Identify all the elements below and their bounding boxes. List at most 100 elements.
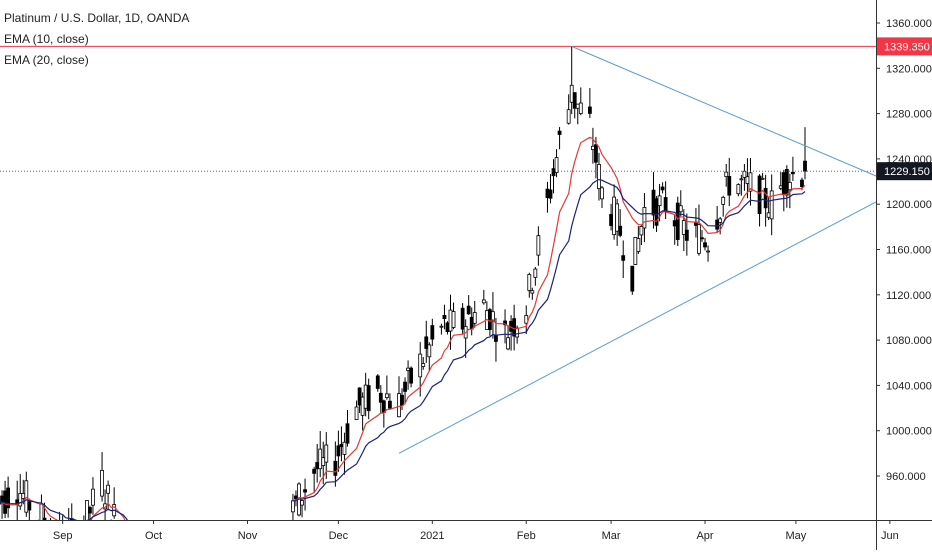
candle-body <box>651 189 656 216</box>
candle <box>612 184 617 240</box>
candle-body <box>742 170 747 178</box>
x-tick-label: Dec <box>329 530 349 542</box>
candle <box>333 441 338 487</box>
candle-body <box>342 441 347 455</box>
candle <box>715 206 720 233</box>
candle-body <box>654 198 659 226</box>
candle-body <box>448 309 453 332</box>
candle <box>445 321 450 335</box>
candle <box>491 292 495 339</box>
candle-body <box>718 218 723 223</box>
candle-body <box>594 144 598 163</box>
candle-body <box>569 84 574 103</box>
candle-body <box>469 316 474 330</box>
candle <box>424 320 429 363</box>
candle-body <box>800 179 804 188</box>
candle-body <box>430 325 435 340</box>
ema-10-line <box>0 136 806 543</box>
candle <box>778 172 783 191</box>
candle-body <box>748 172 753 192</box>
candle-body <box>721 196 726 205</box>
candle-body <box>600 187 604 200</box>
resistance-price-label: 1339.350 <box>877 37 932 56</box>
candle-body <box>381 400 386 413</box>
candle-body <box>672 220 677 227</box>
candle <box>509 315 514 351</box>
candle-body <box>6 487 11 509</box>
candle <box>545 181 550 213</box>
candle <box>375 374 380 392</box>
candle-body <box>739 178 744 181</box>
y-tick-label: 1280.000 <box>886 109 932 121</box>
y-tick-label: 1000.000 <box>886 426 932 438</box>
candle <box>554 149 559 178</box>
candle <box>569 46 574 115</box>
candle-body <box>400 394 404 406</box>
candle <box>0 501 1 505</box>
candle <box>660 182 665 194</box>
candle <box>548 174 553 204</box>
candle-body <box>427 344 432 358</box>
candle <box>460 303 465 335</box>
price-label-bg <box>877 37 932 56</box>
candle-body <box>545 188 550 198</box>
candle-body <box>551 168 556 177</box>
candle-body <box>424 336 429 349</box>
candle-body <box>397 393 401 418</box>
candle-body <box>727 176 732 196</box>
candle-body <box>291 500 295 513</box>
candle-body <box>300 500 304 506</box>
candle-body <box>636 238 641 252</box>
candle <box>439 323 444 335</box>
candle-body <box>642 207 647 229</box>
x-tick-label: Feb <box>517 530 536 542</box>
candle <box>609 203 613 231</box>
candle <box>706 245 710 262</box>
x-tick-label: Oct <box>145 530 162 542</box>
candle-body <box>578 102 583 114</box>
candle-body <box>363 384 368 409</box>
candle-body <box>639 226 644 236</box>
price-label-text: 1229.150 <box>884 166 930 178</box>
candle <box>469 307 474 336</box>
candle <box>24 471 29 517</box>
candle-body <box>24 480 29 513</box>
candle-body <box>21 493 26 499</box>
candle-body <box>630 265 635 292</box>
candle-body <box>784 168 789 196</box>
candle-body <box>724 171 729 177</box>
candle <box>312 466 317 492</box>
candle <box>530 287 535 300</box>
chart-title[interactable]: Platinum / U.S. Dollar, 1D, OANDA <box>4 11 190 25</box>
x-tick-label: Nov <box>238 530 258 542</box>
candle <box>557 127 562 150</box>
candle <box>663 181 668 220</box>
candle-body <box>760 177 765 180</box>
candle-body <box>384 393 389 399</box>
y-tick-label: 1040.000 <box>886 380 932 392</box>
candle-body <box>597 164 601 189</box>
candle-body <box>387 400 392 409</box>
price-label-bg <box>877 162 932 181</box>
candle-body <box>609 214 613 227</box>
x-tick-label: Mar <box>602 530 621 542</box>
chart-legend: Platinum / U.S. Dollar, 1D, OANDA EMA (1… <box>4 8 189 71</box>
candle-body <box>100 469 104 497</box>
candle-body <box>736 184 741 195</box>
candle-body <box>633 236 638 265</box>
y-tick-label: 1120.000 <box>886 290 931 302</box>
ema-10-legend[interactable]: EMA (10, close) <box>4 32 89 46</box>
candle-body <box>481 299 486 304</box>
candle-body <box>615 203 620 232</box>
candle-body <box>612 196 617 236</box>
candle <box>366 378 371 420</box>
y-tick-label: 1320.000 <box>886 63 932 75</box>
x-tick-label: Jun <box>881 530 899 542</box>
candle-body <box>460 307 465 330</box>
candle-body <box>324 444 329 463</box>
candle <box>360 392 365 431</box>
candle <box>597 152 601 201</box>
ema-20-legend[interactable]: EMA (20, close) <box>4 53 89 67</box>
